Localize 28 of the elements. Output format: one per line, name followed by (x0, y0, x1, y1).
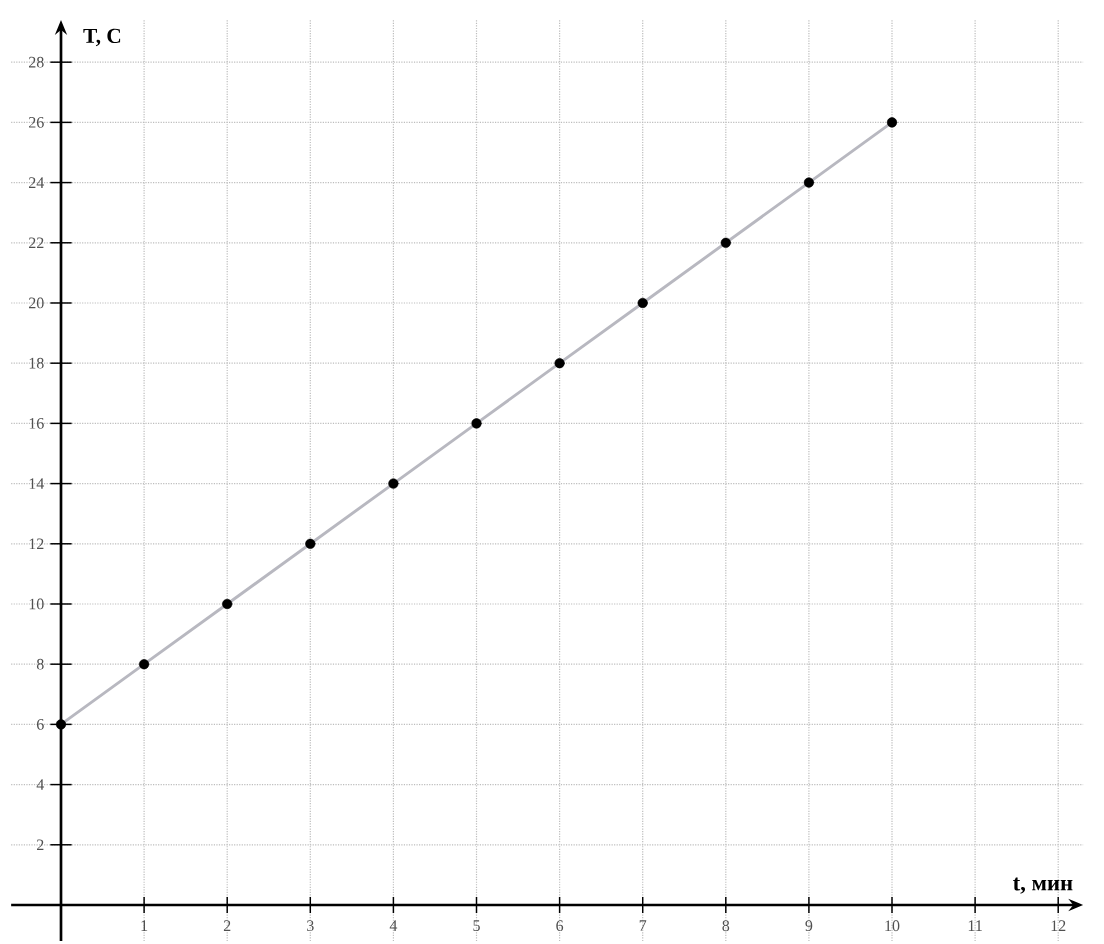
y-tick-label: 26 (29, 117, 44, 128)
x-tick-label: 9 (805, 920, 813, 932)
x-tick-label: 12 (1051, 920, 1066, 931)
y-axis-title: T, C (83, 28, 121, 47)
x-tick-label: 10 (885, 920, 900, 932)
y-tick-label: 28 (29, 56, 44, 68)
y-tick-label: 12 (29, 538, 44, 550)
y-tick-label: 2 (37, 839, 44, 851)
x-tick-label: 2 (223, 920, 231, 931)
y-tick-label: 22 (29, 237, 44, 249)
x-tick-label: 6 (556, 920, 564, 932)
y-tick-label: 10 (29, 598, 44, 610)
x-tick-label: 11 (968, 920, 982, 931)
x-axis-title: t, мин (1013, 877, 1073, 894)
y-tick-label: 14 (29, 478, 45, 489)
x-tick-label: 8 (722, 920, 730, 932)
x-tick-label: 1 (141, 920, 148, 931)
y-tick-label: 20 (29, 297, 44, 309)
y-tick-label: 4 (36, 779, 45, 790)
x-tick-label: 7 (639, 920, 647, 931)
x-tick-label: 3 (307, 920, 314, 932)
x-tick-label: 5 (473, 920, 480, 931)
y-tick-label: 24 (29, 177, 45, 188)
x-tick-label: 4 (389, 920, 398, 931)
y-tick-label: 6 (36, 719, 44, 730)
y-tick-label: 8 (36, 658, 44, 670)
y-tick-label: 16 (29, 418, 44, 429)
y-tick-label: 18 (29, 357, 44, 369)
